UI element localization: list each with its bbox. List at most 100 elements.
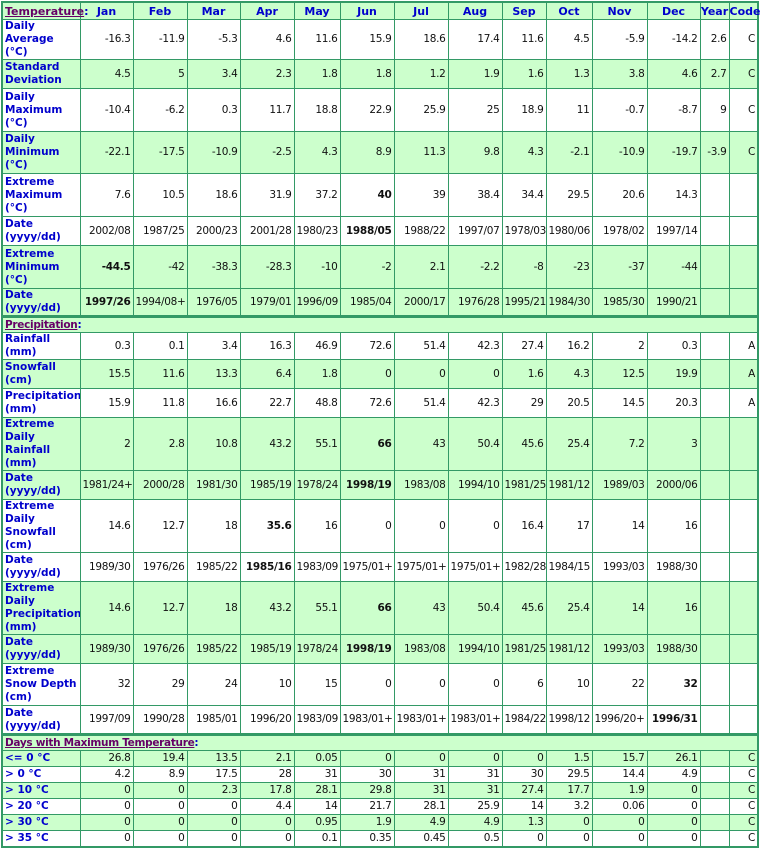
table-row: <= 0 °C 26.8 19.4 13.5 2.1 0.05 0 0 0 0 1.5 15.7 26.… bbox=[1, 750, 759, 767]
value-cell: 1980/06 bbox=[545, 216, 593, 246]
value-cell: 26.8 bbox=[79, 750, 134, 767]
value-cell: 1983/01+ bbox=[447, 705, 503, 735]
value-cell: 2.1 bbox=[393, 245, 449, 289]
value-cell: 3.2 bbox=[545, 798, 593, 815]
table-row: Extreme Daily Rainfall (mm) 2 2.8 10.8 43.2 5… bbox=[1, 417, 759, 471]
value-cell: 32 bbox=[79, 663, 134, 706]
value-cell: 1996/31 bbox=[646, 705, 701, 735]
year-cell bbox=[699, 359, 730, 389]
value-cell: 11.8 bbox=[132, 388, 188, 418]
value-cell: 9.8 bbox=[447, 131, 503, 174]
section-title[interactable]: Precipitation: bbox=[1, 315, 759, 333]
value-cell: 0 bbox=[186, 830, 241, 847]
year-cell bbox=[699, 766, 730, 783]
year-header: Year bbox=[699, 1, 730, 20]
value-cell: 2002/08 bbox=[79, 216, 134, 246]
value-cell: -14.2 bbox=[646, 19, 701, 60]
table-row: Extreme Daily Snowfall (cm) 14.6 12.7 18 35.… bbox=[1, 499, 759, 553]
value-cell: 46.9 bbox=[293, 332, 341, 360]
value-cell: 1981/25 bbox=[501, 634, 547, 664]
value-cell: 1988/30 bbox=[646, 552, 701, 582]
value-cell: 2 bbox=[79, 417, 134, 471]
value-cell: 15.9 bbox=[79, 388, 134, 418]
value-cell: 1996/20+ bbox=[591, 705, 648, 735]
value-cell: 22.9 bbox=[339, 88, 395, 132]
value-cell: 0 bbox=[79, 798, 134, 815]
section-title-temperature[interactable]: Temperature: bbox=[1, 1, 89, 20]
value-cell: 42.3 bbox=[447, 332, 503, 360]
value-cell: 10 bbox=[545, 663, 593, 706]
value-cell: 14.3 bbox=[646, 173, 701, 217]
value-cell: 4.9 bbox=[646, 766, 701, 783]
code-cell bbox=[728, 245, 759, 289]
value-cell: 11.6 bbox=[501, 19, 547, 60]
value-cell: 0 bbox=[132, 782, 188, 799]
value-cell: 1993/03 bbox=[591, 634, 648, 664]
value-cell: 12.7 bbox=[132, 581, 188, 635]
value-cell: 0 bbox=[132, 798, 188, 815]
value-cell: 3.4 bbox=[186, 59, 241, 89]
value-cell: 0 bbox=[545, 830, 593, 847]
value-cell: 20.3 bbox=[646, 388, 701, 418]
value-cell: 16.4 bbox=[501, 499, 547, 553]
value-cell: 30 bbox=[339, 766, 395, 783]
value-cell: 11 bbox=[545, 88, 593, 132]
value-cell: 1.9 bbox=[447, 59, 503, 89]
value-cell: 1984/22 bbox=[501, 705, 547, 735]
value-cell: 25.9 bbox=[393, 88, 449, 132]
value-cell: -6.2 bbox=[132, 88, 188, 132]
row-label: Extreme Daily Rainfall (mm) bbox=[1, 417, 81, 471]
value-cell: 1989/30 bbox=[79, 552, 134, 582]
value-cell: 29.5 bbox=[545, 766, 593, 783]
value-cell: 25 bbox=[447, 88, 503, 132]
value-cell: 31 bbox=[393, 782, 449, 799]
value-cell: 13.5 bbox=[186, 750, 241, 767]
value-cell: 1978/02 bbox=[591, 216, 648, 246]
section-link[interactable]: Days with Maximum Temperature bbox=[5, 736, 195, 749]
code-cell bbox=[728, 499, 759, 553]
value-cell: 66 bbox=[339, 417, 395, 471]
code-cell bbox=[728, 663, 759, 706]
value-cell: 1997/09 bbox=[79, 705, 134, 735]
value-cell: 22 bbox=[591, 663, 648, 706]
year-cell bbox=[699, 216, 730, 246]
code-cell: C bbox=[728, 830, 759, 847]
value-cell: 55.1 bbox=[293, 581, 341, 635]
value-cell: 8.9 bbox=[132, 766, 188, 783]
value-cell: 21.7 bbox=[339, 798, 395, 815]
section-link[interactable]: Precipitation bbox=[5, 318, 78, 331]
year-cell: 2.6 bbox=[699, 19, 730, 60]
value-cell: 6.4 bbox=[239, 359, 295, 389]
code-cell: A bbox=[728, 388, 759, 418]
year-cell bbox=[699, 173, 730, 217]
value-cell: 39 bbox=[393, 173, 449, 217]
table-row: > 20 °C 0 0 0 4.4 14 21.7 28.1 25.9 14 3.2 0.06 0 C bbox=[1, 798, 759, 815]
section-link[interactable]: Temperature bbox=[5, 4, 85, 18]
value-cell: 10.5 bbox=[132, 173, 188, 217]
table-row: Date (yyyy/dd) 1997/09 1990/28 1985/01 1996/… bbox=[1, 705, 759, 735]
value-cell: 1997/07 bbox=[447, 216, 503, 246]
value-cell: -10.9 bbox=[591, 131, 648, 174]
row-label: Date (yyyy/dd) bbox=[1, 634, 81, 664]
value-cell: 4.3 bbox=[501, 131, 547, 174]
month-header: May bbox=[293, 1, 341, 20]
value-cell: 1981/25 bbox=[501, 470, 547, 500]
value-cell: 18 bbox=[186, 499, 241, 553]
section-title[interactable]: Days with Maximum Temperature: bbox=[1, 733, 759, 751]
year-cell bbox=[699, 634, 730, 664]
value-cell: -28.3 bbox=[239, 245, 295, 289]
value-cell: 26.1 bbox=[646, 750, 701, 767]
value-cell: 1.9 bbox=[339, 814, 395, 831]
code-cell: C bbox=[728, 131, 759, 174]
value-cell: 22.7 bbox=[239, 388, 295, 418]
colon: : bbox=[77, 318, 82, 331]
month-header: Nov bbox=[591, 1, 648, 20]
row-label: Date (yyyy/dd) bbox=[1, 552, 81, 582]
value-cell: 1978/24 bbox=[293, 470, 341, 500]
year-cell bbox=[699, 798, 730, 815]
year-cell bbox=[699, 470, 730, 500]
value-cell: 3.8 bbox=[591, 59, 648, 89]
year-cell bbox=[699, 499, 730, 553]
value-cell: -2.2 bbox=[447, 245, 503, 289]
